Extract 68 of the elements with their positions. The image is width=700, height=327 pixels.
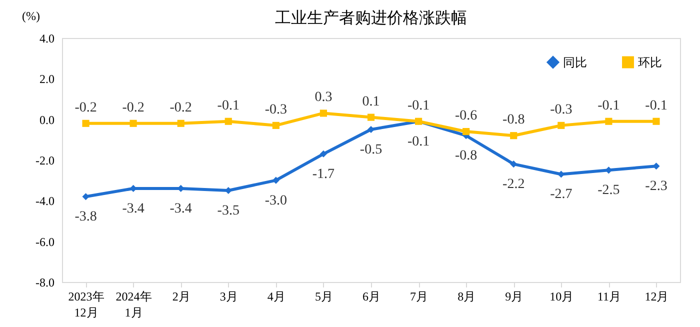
point [652,162,660,170]
data-label: -0.1 [407,98,430,114]
chart-title: 工业生产者购进价格涨跌幅 [275,8,467,27]
point [605,166,612,174]
data-label: 0.3 [314,90,332,106]
x-tick-label: 9月 [505,290,524,304]
y-tick-label: 4.0 [40,32,54,46]
x-tick-label: 12月 [644,290,669,304]
point [320,150,327,158]
point [320,110,327,117]
y-tick-label: -2.0 [36,154,54,168]
point [510,132,518,140]
x-tick-label: 5月 [314,290,333,304]
data-label: -0.2 [170,100,192,116]
data-label: -0.3 [264,102,288,118]
point [272,176,280,184]
point [177,120,184,127]
x-tick-label: 2023年 12月 [68,290,104,320]
data-label: -3.5 [217,204,240,218]
y-tick-label: 2.0 [40,72,54,86]
point [82,120,90,127]
point [652,118,660,125]
data-label: -0.3 [550,102,572,118]
data-label: -2.2 [502,177,525,192]
y-tick-label: -6.0 [36,234,54,249]
x-tick-label: 7月 [410,290,428,304]
data-label: 0.1 [362,94,380,110]
point [130,120,137,127]
data-label: -0.2 [122,100,144,116]
x-tick-label: 11月 [597,290,621,304]
point [367,114,375,121]
y-tick-label: -8.0 [36,276,54,290]
point [462,128,470,136]
data-label: -0.1 [407,134,430,150]
x-tick-label: 2024年 1月 [116,290,152,320]
data-label: -0.8 [454,148,478,164]
x-tick-label: 8月 [458,290,476,304]
data-label: -3.4 [122,201,144,216]
x-tick-label: 4月 [267,290,286,304]
data-label: -0.1 [645,98,668,114]
y-axis-title: (%) [22,9,40,23]
data-label: -0.1 [598,98,620,114]
x-tick-label: 3月 [220,290,238,304]
x-tick-label: 2月 [172,290,190,304]
data-label: -2.3 [645,179,668,194]
point [82,193,90,200]
point [558,122,565,129]
data-label: -0.6 [454,108,478,124]
legend-label: 同比 [563,55,587,70]
data-label: -0.5 [360,142,382,158]
point [272,122,280,129]
point [510,160,518,168]
data-label: -2.5 [598,183,620,198]
data-label: -3.4 [170,201,192,216]
point [224,118,232,125]
data-label: -1.7 [312,166,335,182]
data-label: -3.8 [74,210,97,225]
y-tick-label: -4.0 [36,194,54,208]
legend-label: 环比 [638,55,662,70]
x-tick-label: 10月 [550,290,574,304]
y-tick-label: 0.0 [40,112,54,127]
point [605,118,612,125]
data-label: -3.0 [264,193,288,208]
data-label: -2.7 [550,187,572,202]
x-tick-label: 6月 [362,290,380,304]
data-label: -0.8 [502,112,525,128]
data-label: -0.1 [217,98,240,114]
data-label: -0.2 [74,100,97,116]
